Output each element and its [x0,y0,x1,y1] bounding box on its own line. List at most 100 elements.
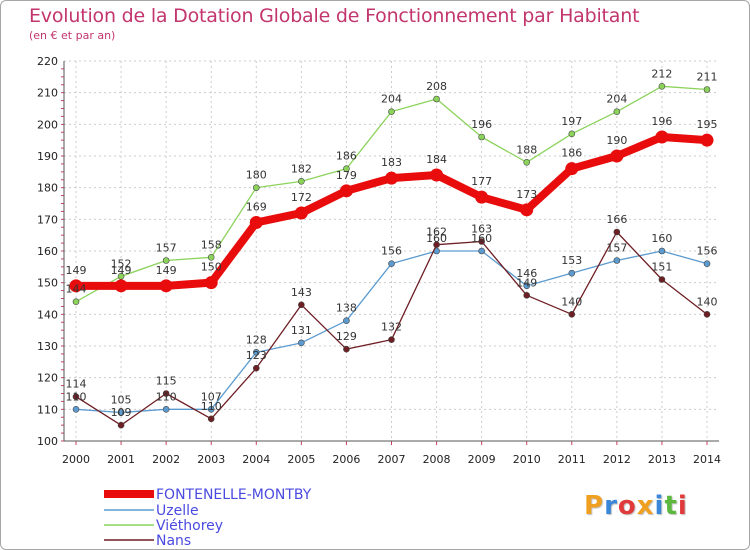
chart-subtitle: (en € et par an) [29,29,116,42]
data-label: 156 [381,245,402,258]
legend-label: Uzelle [156,503,199,519]
data-label: 204 [381,93,402,106]
data-label: 160 [651,232,672,245]
data-point [613,108,621,115]
y-tick-label: 110 [37,403,58,416]
data-label: 149 [66,264,87,277]
data-point [523,159,531,166]
logo-letter: r [604,491,618,521]
data-label: 114 [66,378,87,391]
data-label: 162 [426,226,447,239]
data-point [207,254,215,261]
data-label: 143 [291,286,312,299]
y-tick-label: 150 [37,277,58,290]
data-point [72,406,80,413]
data-label: 169 [246,201,267,214]
y-tick-label: 100 [37,435,58,448]
data-point [298,339,305,347]
data-label: 128 [246,333,267,346]
data-label: 153 [561,254,582,267]
data-label: 157 [156,242,177,255]
data-point [568,311,576,318]
data-point [700,133,714,147]
data-label: 173 [516,188,537,201]
logo-letter: o [617,491,637,521]
data-point [658,247,666,255]
data-point [343,317,350,324]
data-label: 151 [651,261,672,274]
data-point [207,415,215,423]
data-label: 140 [561,295,582,308]
data-label: 183 [381,156,402,169]
y-tick-label: 180 [37,182,58,195]
x-tick-label: 2013 [648,453,676,466]
data-point [475,190,489,204]
data-label: 204 [606,93,627,106]
legend-label: Nans [156,533,191,549]
data-label: 156 [697,245,718,258]
data-label: 190 [606,134,627,147]
data-point [162,257,170,264]
data-label: 195 [697,118,718,131]
y-tick-label: 140 [37,308,58,321]
data-label: 196 [651,115,672,128]
data-point [565,162,579,176]
data-label: 208 [426,80,447,93]
data-label: 115 [156,375,177,388]
data-point [388,336,395,343]
data-label: 196 [471,118,492,131]
x-tick-label: 2011 [558,453,586,466]
data-point [658,83,666,90]
data-label: 149 [156,264,177,277]
data-label: 166 [606,213,627,226]
data-point [385,171,398,185]
data-point [430,168,444,182]
data-point [117,421,125,429]
x-tick-label: 2005 [287,453,315,466]
data-label: 177 [471,175,492,188]
data-label: 132 [381,321,402,334]
logo-letter: P [584,491,605,521]
data-point [162,406,170,413]
y-tick-label: 160 [37,245,58,258]
data-point [343,345,350,353]
data-label-layer: 149 149 149 150 169 172 179 183 184 177 173 186 190 1… [66,67,718,419]
data-label: 160 [426,232,447,245]
y-tick-label: 190 [37,150,58,163]
data-point [294,206,308,220]
data-point [388,260,395,267]
data-label: 129 [336,330,357,343]
logo-letter: i [654,491,665,521]
x-tick-label: 2014 [693,453,721,466]
data-point [523,282,531,290]
data-point [204,276,218,290]
data-point [298,301,305,309]
data-label: 131 [291,324,312,337]
data-point [69,279,83,293]
series-layer [69,83,714,429]
data-point [72,393,80,400]
data-point [610,149,624,163]
x-tick-label: 2007 [378,453,406,466]
data-label: 109 [111,406,132,419]
data-label: 188 [516,143,537,156]
data-point [114,279,128,293]
data-point [520,203,534,217]
data-point [162,390,170,397]
axis-layer: 100 110 120 130 140 150 160 170 180 190 200 210 220 2… [37,55,721,466]
data-point [252,364,260,372]
data-point [159,279,173,293]
data-point [252,349,260,356]
data-label: 186 [561,147,582,160]
data-point [523,292,531,299]
data-point [249,216,263,229]
y-tick-label: 200 [37,118,58,131]
data-point [388,108,395,115]
y-tick-label: 210 [37,87,58,100]
data-point [298,178,305,185]
x-tick-label: 2003 [197,453,225,466]
data-label: 211 [697,71,718,84]
